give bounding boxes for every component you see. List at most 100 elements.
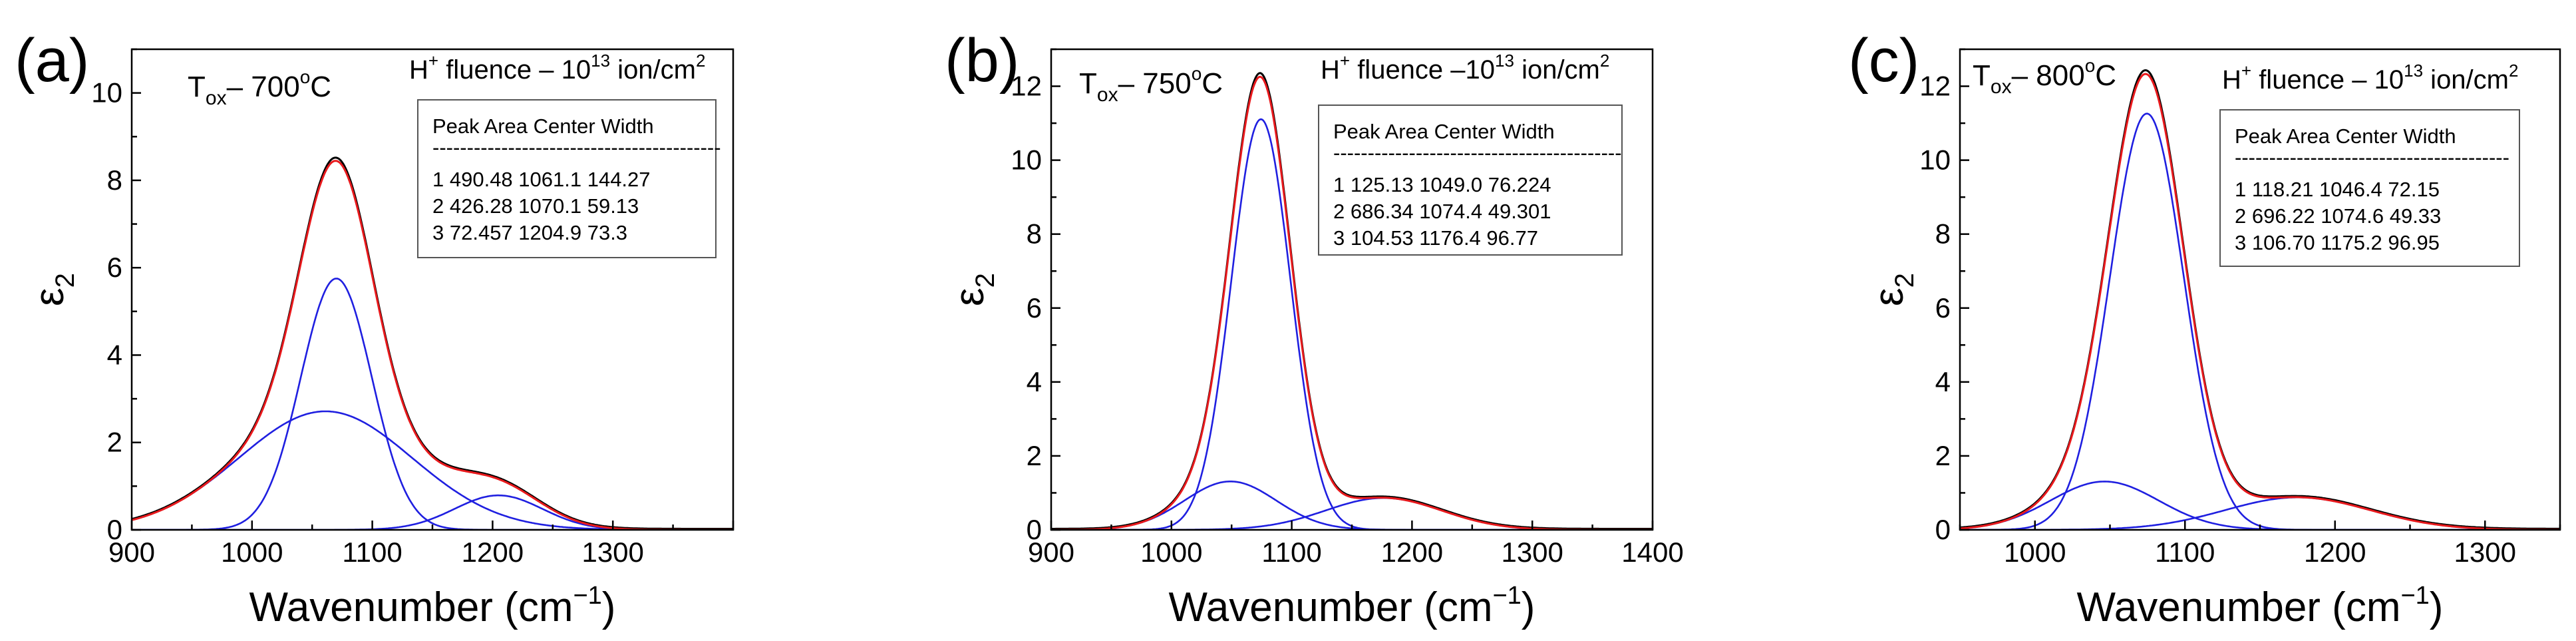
fit-table-box — [1318, 105, 1623, 256]
tox-annotation: Tox– 700oC — [188, 67, 331, 109]
y-tick-label: 0 — [107, 514, 122, 545]
fluence-sq: 2 — [1600, 51, 1609, 71]
panel-label: (a) — [15, 27, 89, 95]
fit-table-row: 3 106.70 1175.2 96.95 — [2235, 231, 2440, 254]
y-tick-label: 2 — [107, 427, 122, 458]
x-tick-label: 1300 — [581, 536, 643, 568]
x-tick-label: 1100 — [1261, 536, 1321, 568]
fluence-sq: 2 — [2509, 61, 2518, 81]
fit-table-header: Peak Area Center Width — [432, 114, 654, 138]
y-tick-label: 10 — [1011, 144, 1042, 176]
fluence-exp: 13 — [591, 51, 610, 71]
y-axis-title-main: ε — [27, 288, 73, 306]
fluence-h-sup: + — [428, 51, 438, 71]
x-tick-label: 1100 — [2155, 536, 2215, 568]
y-tick-label: 6 — [1935, 292, 1951, 323]
x-axis-title-end: ) — [602, 584, 616, 630]
fit-table-row: 1 125.13 1049.0 76.224 — [1333, 173, 1551, 196]
fluence-rest: ion/cm — [2423, 65, 2509, 95]
tox-main: T — [188, 71, 206, 103]
tox-rest: – 700 — [227, 71, 300, 103]
fluence-h: H — [2222, 65, 2241, 95]
x-axis-title-sup: −1 — [1492, 582, 1521, 610]
y-tick-label: 8 — [107, 164, 122, 196]
x-tick-label: 1400 — [1621, 536, 1683, 568]
tox-unit: C — [2095, 59, 2116, 92]
tox-annotation: Tox– 750oC — [1079, 63, 1223, 106]
y-tick-label: 0 — [1935, 514, 1951, 545]
fluence-h: H — [1321, 55, 1340, 85]
fluence-rest: ion/cm — [1514, 55, 1600, 85]
fit-table-row: 2 686.34 1074.4 49.301 — [1333, 200, 1551, 223]
series-fit-envelope-line — [1960, 73, 2560, 530]
fit-table-row: 3 104.53 1176.4 96.77 — [1333, 226, 1538, 250]
x-tick-label: 1000 — [2004, 536, 2066, 568]
fluence-annotation: H+ fluence – 1013 ion/cm2 — [409, 51, 705, 85]
y-axis-title-sub: 2 — [51, 273, 80, 288]
x-axis-title-sup: −1 — [2400, 582, 2429, 610]
y-axis-title-main: ε — [947, 288, 993, 306]
x-axis-title-sup: −1 — [573, 582, 601, 610]
fit-table-box — [417, 99, 717, 258]
fluence-mid: fluence –10 — [1350, 55, 1495, 85]
panel-label: (b) — [945, 27, 1019, 95]
tox-main: T — [1973, 59, 1991, 92]
y-tick-label: 0 — [1027, 514, 1042, 545]
fluence-annotation: H+ fluence – 1013 ion/cm2 — [2222, 61, 2518, 95]
fit-table-header: Peak Area Center Width — [1333, 120, 1555, 143]
tox-main: T — [1079, 67, 1097, 100]
y-axis-title: ε2 — [1866, 273, 1919, 306]
y-tick-label: 6 — [1027, 292, 1042, 323]
tox-unit: C — [310, 71, 331, 103]
fit-table-separator: ----------------------------------------… — [432, 136, 721, 159]
chart-panel-a: 900 1000 1100 1200 1300 0 2 4 6 8 10(a) Wavenumber … — [15, 27, 734, 630]
y-axis-title: ε2 — [947, 273, 1000, 306]
chart-panel-c: 1000 1100 1200 1300 0 2 4 6 8 10 12(c) Wavenumber (… — [1848, 27, 2561, 630]
fluence-mid: fluence – 10 — [438, 55, 591, 85]
y-axis-title-main: ε — [1866, 288, 1912, 306]
chart-panel-b: 900 1000 1100 1200 1300 1400 0 2 4 6 8 10 12(b) Waven… — [945, 27, 1684, 630]
tox-degree: o — [1192, 63, 1202, 84]
fit-table-row: 1 118.21 1046.4 72.15 — [2235, 178, 2440, 201]
x-axis-title-end: ) — [2430, 584, 2444, 630]
fluence-h: H — [409, 55, 428, 85]
fluence-annotation: H+ fluence –1013 ion/cm2 — [1321, 51, 1609, 85]
y-tick-label: 10 — [91, 77, 122, 108]
x-axis-title: Wavenumber (cm−1) — [2077, 582, 2444, 630]
y-axis-title-sub: 2 — [971, 273, 1000, 288]
x-tick-label: 1100 — [342, 536, 402, 568]
fluence-sq: 2 — [696, 51, 705, 71]
x-tick-label: 1200 — [462, 536, 524, 568]
y-tick-label: 6 — [107, 252, 122, 283]
fit-table-separator: ---------------------------------------- — [2235, 146, 2509, 169]
y-tick-label: 8 — [1027, 218, 1042, 250]
y-axis-title: ε2 — [27, 273, 80, 306]
tox-annotation: Tox– 800oC — [1973, 55, 2116, 98]
y-tick-label: 8 — [1935, 218, 1951, 250]
fluence-h-sup: + — [1340, 51, 1350, 71]
tox-unit: C — [1202, 67, 1223, 100]
panel-label: (c) — [1848, 27, 1919, 95]
fit-table-box — [2219, 109, 2520, 267]
x-tick-label: 1300 — [2454, 536, 2516, 568]
fluence-exp: 13 — [2404, 61, 2423, 81]
x-tick-label: 900 — [1028, 536, 1074, 568]
series-peak-2-line — [132, 278, 733, 530]
tox-sub: ox — [1991, 76, 2012, 98]
y-tick-label: 4 — [1027, 366, 1042, 397]
x-tick-label: 1000 — [221, 536, 283, 568]
x-tick-label: 900 — [108, 536, 155, 568]
x-axis-title-main: Wavenumber (cm — [1169, 584, 1493, 630]
fluence-h-sup: + — [2241, 61, 2251, 81]
y-tick-label: 12 — [1011, 71, 1042, 102]
tox-degree: o — [2085, 55, 2096, 76]
x-tick-label: 1300 — [1501, 536, 1563, 568]
x-tick-label: 1200 — [1381, 536, 1443, 568]
x-axis-title-main: Wavenumber (cm — [249, 584, 573, 630]
tox-rest: – 750 — [1118, 67, 1192, 100]
fluence-mid: fluence – 10 — [2251, 65, 2404, 95]
y-tick-label: 4 — [1935, 366, 1951, 397]
y-tick-label: 10 — [1919, 144, 1951, 176]
tox-degree: o — [300, 67, 311, 87]
